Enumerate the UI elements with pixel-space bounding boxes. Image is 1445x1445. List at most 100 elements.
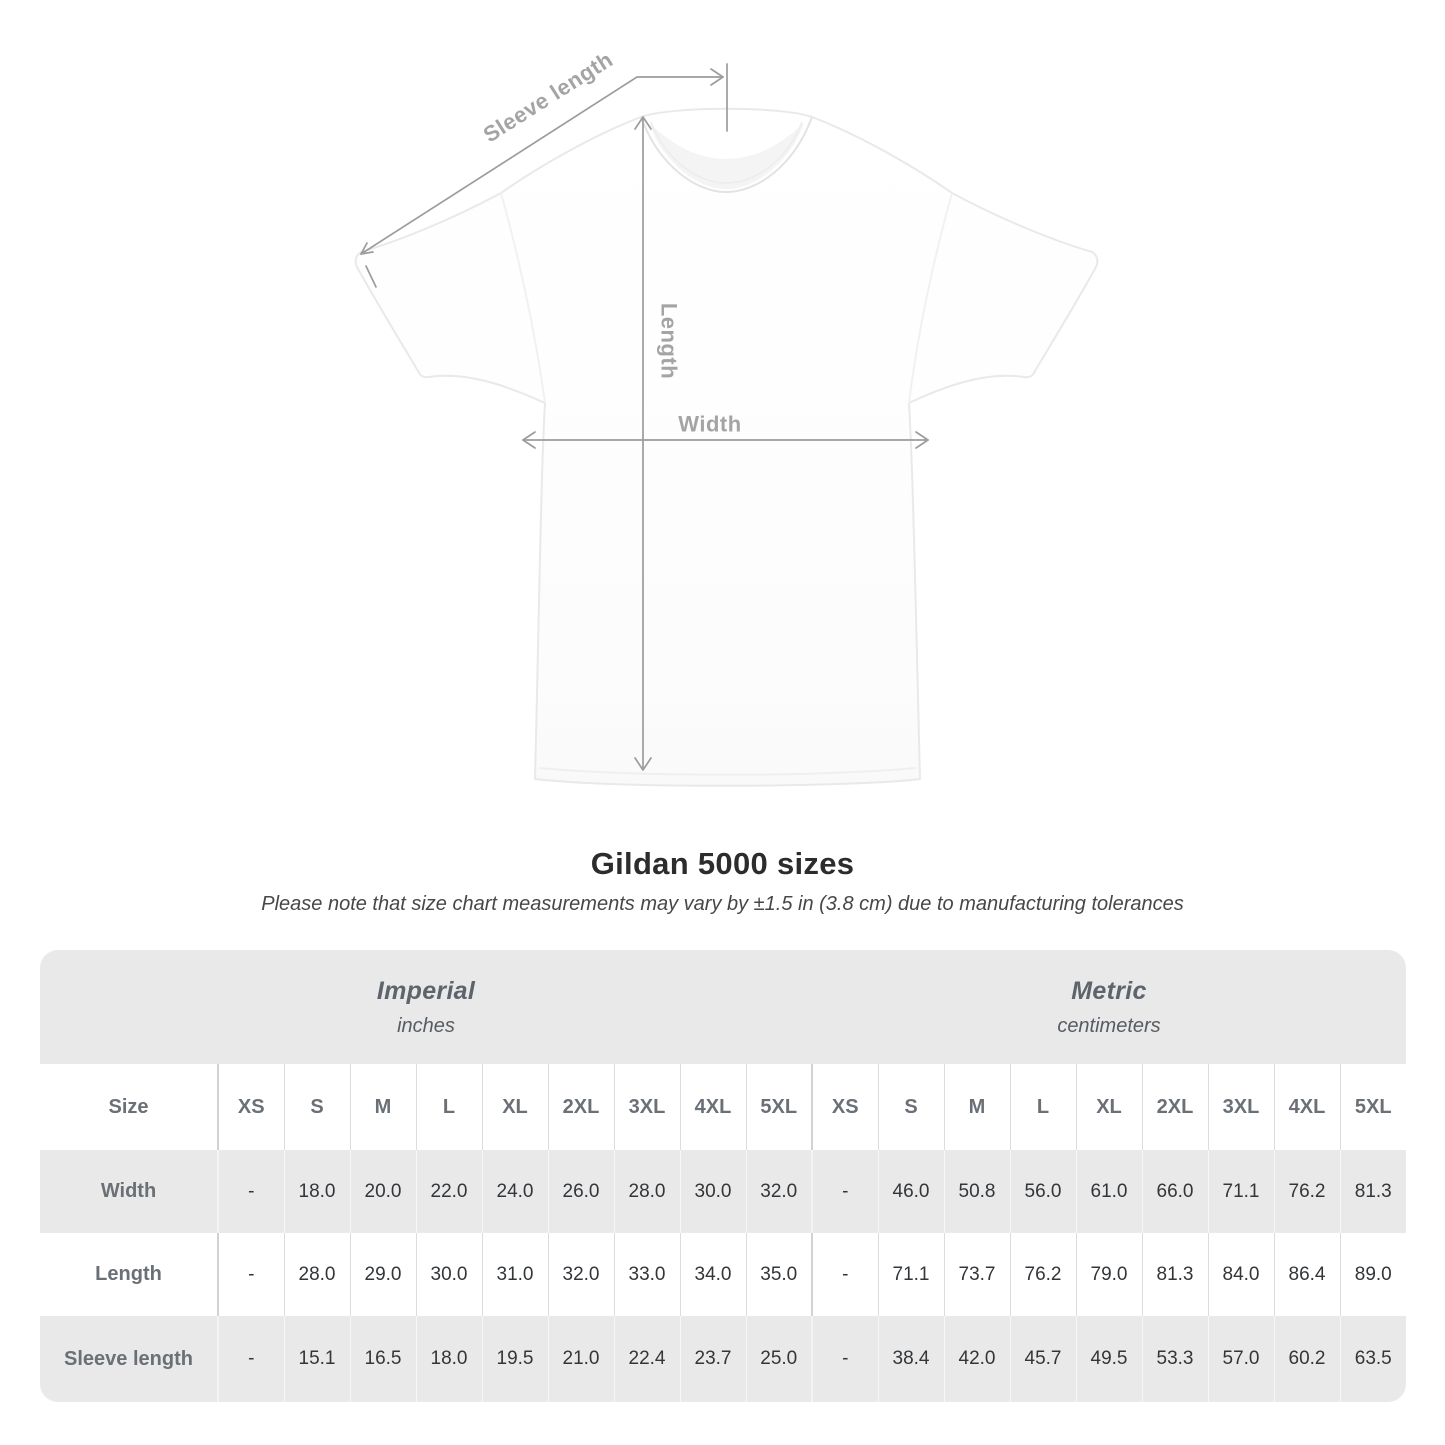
table-cell: 38.4 (877, 1316, 944, 1402)
size-header: 4XL (679, 1064, 746, 1150)
title-block: Gildan 5000 sizes Please note that size … (0, 846, 1445, 916)
metric-unit: centimeters (1057, 1014, 1161, 1037)
size-header-row: Size XS S M L XL 2XL 3XL 4XL 5XL XS S M … (40, 1064, 1406, 1150)
size-header: 2XL (547, 1064, 614, 1150)
table-cell: 22.4 (613, 1316, 680, 1402)
table-cell: 25.0 (745, 1316, 812, 1402)
dimension-annotations (360, 63, 929, 771)
table-cell: 76.2 (1273, 1150, 1340, 1233)
table-cell: - (217, 1316, 284, 1402)
size-header: XS (217, 1064, 284, 1150)
row-label: Width (100, 1180, 157, 1202)
table-cell: 23.7 (679, 1316, 746, 1402)
imperial-title: Imperial (376, 976, 476, 1005)
size-header: XL (1075, 1064, 1142, 1150)
table-cell: 20.0 (349, 1150, 416, 1233)
row-label: Sleeve length (64, 1347, 193, 1370)
table-cell: 26.0 (547, 1150, 614, 1233)
table-cell: 81.3 (1339, 1150, 1406, 1233)
table-cell: 45.7 (1009, 1316, 1076, 1402)
page-subtitle: Please note that size chart measurements… (261, 893, 1184, 915)
table-cell: 18.0 (415, 1316, 482, 1402)
size-column-label: Size (108, 1095, 149, 1118)
width-label: Width (678, 412, 741, 437)
size-header: XL (481, 1064, 548, 1150)
table-cell: 46.0 (877, 1150, 944, 1233)
size-header: L (415, 1064, 482, 1150)
size-header: M (349, 1064, 416, 1150)
metric-section-header: Metric centimeters (812, 950, 1406, 1064)
table-cell: 73.7 (943, 1233, 1010, 1316)
table-cell: 30.0 (679, 1150, 746, 1233)
table-cell: 34.0 (679, 1233, 746, 1316)
table-cell: 53.3 (1141, 1316, 1208, 1402)
collar-inner-seam (650, 121, 803, 184)
table-cell: 86.4 (1273, 1233, 1340, 1316)
table-row-width: Width - 18.0 20.0 22.0 24.0 26.0 28.0 30… (40, 1150, 1406, 1233)
size-header: M (943, 1064, 1010, 1150)
size-header: 5XL (745, 1064, 812, 1150)
table-cell: 42.0 (943, 1316, 1010, 1402)
unit-band-row: Imperial inches Metric centimeters (40, 950, 1406, 1064)
sleeve-length-arrow (360, 63, 728, 288)
table-cell: 32.0 (547, 1233, 614, 1316)
table-row-length: Length - 28.0 29.0 30.0 31.0 32.0 33.0 3… (40, 1233, 1406, 1316)
table-cell: 71.1 (877, 1233, 944, 1316)
size-header: 2XL (1141, 1064, 1208, 1150)
table-cell: 18.0 (283, 1150, 350, 1233)
table-cell: - (811, 1150, 878, 1233)
page-title: Gildan 5000 sizes (590, 846, 855, 881)
table-cell: 49.5 (1075, 1316, 1142, 1402)
table-cell: - (217, 1233, 284, 1316)
table-cell: 71.1 (1207, 1150, 1274, 1233)
tshirt-outline (354, 107, 1099, 787)
table-cell: 33.0 (613, 1233, 680, 1316)
sleeve-extension-line (365, 265, 377, 288)
table-cell: 28.0 (283, 1233, 350, 1316)
neck-opening-shadow (649, 123, 804, 189)
table-cell: 29.0 (349, 1233, 416, 1316)
table-cell: 57.0 (1207, 1316, 1274, 1402)
table-cell: 81.3 (1141, 1233, 1208, 1316)
hem-seam (538, 767, 917, 776)
row-label: Length (95, 1263, 162, 1285)
table-row-sleeve-length: Sleeve length - 15.1 16.5 18.0 19.5 21.0… (40, 1316, 1406, 1402)
table-cell: 50.8 (943, 1150, 1010, 1233)
table-cell: 19.5 (481, 1316, 548, 1402)
size-header: 4XL (1273, 1064, 1340, 1150)
metric-title: Metric (1071, 976, 1147, 1005)
table-cell: 56.0 (1009, 1150, 1076, 1233)
size-table: Imperial inches Metric centimeters Size … (40, 950, 1406, 1402)
collar-outer-seam (640, 116, 813, 194)
table-cell: 60.2 (1273, 1316, 1340, 1402)
size-header: 3XL (1207, 1064, 1274, 1150)
table-cell: 35.0 (745, 1233, 812, 1316)
size-header: L (1009, 1064, 1076, 1150)
left-sleeve-seam (500, 192, 546, 404)
table-cell: 15.1 (283, 1316, 350, 1402)
table-cell: 89.0 (1339, 1233, 1406, 1316)
size-header: 3XL (613, 1064, 680, 1150)
imperial-section-header: Imperial inches (40, 950, 812, 1064)
table-cell: 21.0 (547, 1316, 614, 1402)
size-header: S (283, 1064, 350, 1150)
size-header: XS (811, 1064, 878, 1150)
table-cell: 31.0 (481, 1233, 548, 1316)
imperial-unit: inches (397, 1014, 455, 1037)
table-cell: 84.0 (1207, 1233, 1274, 1316)
table-cell: 28.0 (613, 1150, 680, 1233)
table-cell: 63.5 (1339, 1316, 1406, 1402)
table-cell: 32.0 (745, 1150, 812, 1233)
table-cell: 24.0 (481, 1150, 548, 1233)
size-header: 5XL (1339, 1064, 1406, 1150)
table-cell: 79.0 (1075, 1233, 1142, 1316)
table-cell: - (811, 1316, 878, 1402)
size-header: S (877, 1064, 944, 1150)
table-cell: 22.0 (415, 1150, 482, 1233)
length-label: Length (657, 303, 682, 379)
right-sleeve-seam (908, 192, 953, 404)
length-arrow (634, 116, 652, 771)
table-cell: 76.2 (1009, 1233, 1076, 1316)
table-cell: 30.0 (415, 1233, 482, 1316)
tshirt-measurement-diagram: Sleeve length Length Width (354, 47, 1099, 787)
